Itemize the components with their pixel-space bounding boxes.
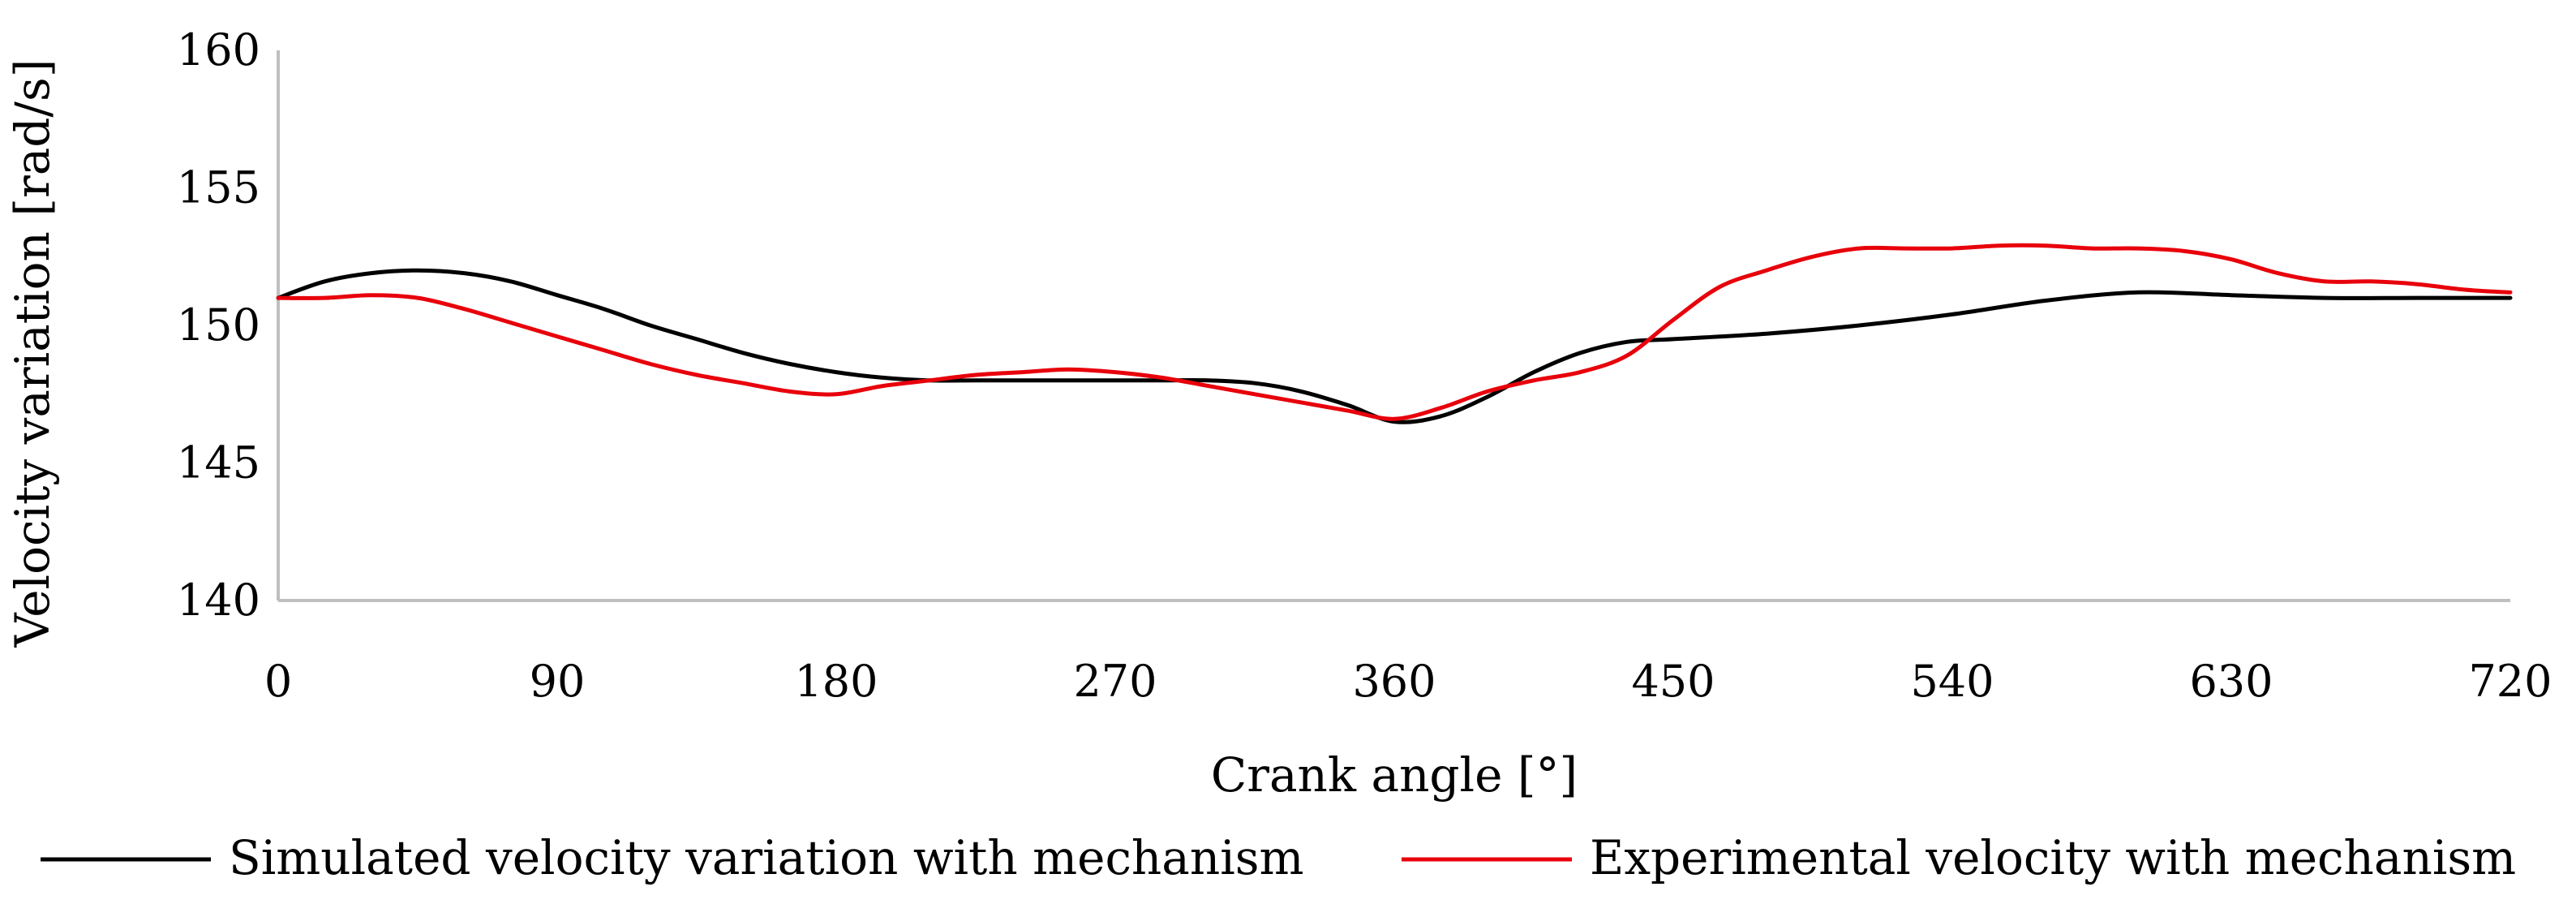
series-lines	[276, 243, 2513, 424]
y-axis-title: Velocity variation [rad/s]	[5, 59, 60, 648]
x-tick-labels: 0 90 180 270 360 450 540 630 720	[264, 656, 2552, 707]
legend: Simulated velocity variation with mechan…	[41, 830, 2516, 885]
y-tick-label: 155	[177, 162, 260, 213]
x-axis-title: Crank angle [°]	[1211, 747, 1578, 803]
x-tick-label: 360	[1352, 656, 1436, 707]
x-tick-label: 540	[1910, 656, 1994, 707]
x-tick-label: 90	[530, 656, 586, 707]
y-tick-label: 145	[177, 437, 260, 489]
x-tick-label: 450	[1631, 656, 1715, 707]
x-tick-label: 720	[2468, 656, 2552, 707]
y-tick-labels: 140 145 150 155 160	[177, 24, 260, 626]
legend-label-experimental: Experimental velocity with mechanism	[1590, 830, 2516, 885]
x-tick-label: 630	[2189, 656, 2273, 707]
legend-label-simulated: Simulated velocity variation with mechan…	[229, 830, 1304, 885]
series-line-simulated	[276, 268, 2513, 424]
x-tick-label: 270	[1073, 656, 1157, 707]
y-tick-label: 140	[177, 575, 260, 626]
y-tick-label: 150	[177, 299, 260, 351]
x-tick-label: 0	[264, 656, 292, 707]
x-tick-label: 180	[794, 656, 878, 707]
y-tick-label: 160	[177, 24, 260, 75]
series-line-experimental	[276, 243, 2513, 421]
